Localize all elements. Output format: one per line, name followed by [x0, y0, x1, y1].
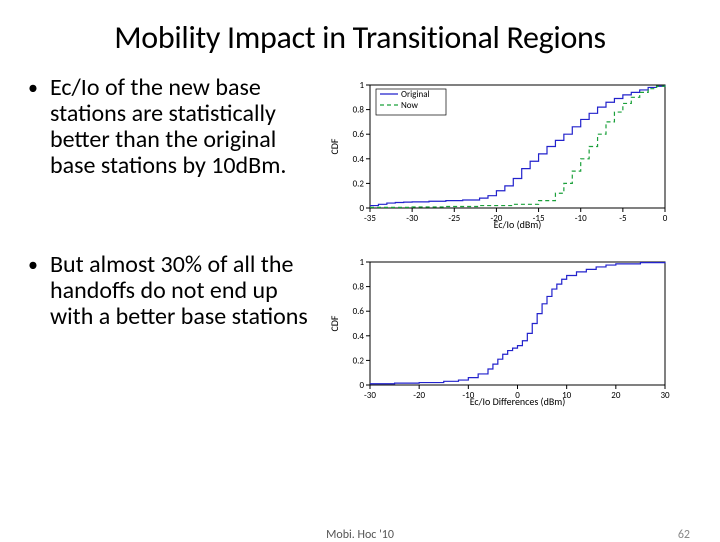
svg-text:CDF: CDF: [328, 138, 341, 154]
chart-1-container: -35-30-25-20-15-10-5000.20.40.60.81Ec/Io…: [328, 75, 692, 230]
cdf-chart-differences: -30-20-10010203000.20.40.60.81Ec/Io Diff…: [328, 252, 673, 407]
bullet-1-text: Ec/Io of the new base stations are stati…: [50, 75, 310, 179]
svg-text:-20: -20: [413, 390, 425, 401]
svg-text:30: 30: [660, 390, 670, 401]
row-2: • But almost 30% of all the handoffs do …: [28, 252, 692, 407]
svg-text:Ec/Io (dBm): Ec/Io (dBm): [494, 218, 542, 230]
svg-text:0: 0: [359, 380, 364, 391]
cdf-chart-ecio: -35-30-25-20-15-10-5000.20.40.60.81Ec/Io…: [328, 75, 673, 230]
svg-text:20: 20: [611, 390, 621, 401]
svg-text:Original: Original: [401, 89, 430, 100]
svg-text:Ec/Io Differences (dBm): Ec/Io Differences (dBm): [470, 395, 566, 407]
svg-text:0.6: 0.6: [353, 306, 365, 317]
svg-text:1: 1: [359, 257, 364, 268]
svg-text:0.6: 0.6: [353, 129, 365, 140]
svg-text:-30: -30: [364, 390, 376, 401]
bullet-2: • But almost 30% of all the handoffs do …: [28, 252, 328, 330]
svg-text:CDF: CDF: [328, 315, 341, 331]
svg-text:0.2: 0.2: [353, 355, 365, 366]
svg-text:0.4: 0.4: [353, 154, 365, 165]
slide: Mobility Impact in Transitional Regions …: [0, 0, 720, 540]
svg-text:0.2: 0.2: [353, 178, 365, 189]
svg-text:0: 0: [359, 203, 364, 214]
row-1: • Ec/Io of the new base stations are sta…: [28, 75, 692, 230]
svg-text:-10: -10: [575, 213, 587, 224]
svg-text:Now: Now: [401, 100, 419, 111]
svg-text:-5: -5: [619, 213, 627, 224]
bullet-marker-icon: •: [28, 252, 50, 330]
svg-text:0.8: 0.8: [353, 282, 365, 293]
svg-text:-30: -30: [406, 213, 418, 224]
svg-text:0: 0: [663, 213, 668, 224]
svg-text:-25: -25: [448, 213, 460, 224]
svg-text:0.4: 0.4: [353, 331, 365, 342]
svg-text:-35: -35: [364, 213, 376, 224]
bullet-1: • Ec/Io of the new base stations are sta…: [28, 75, 328, 179]
svg-text:0.8: 0.8: [353, 105, 365, 116]
svg-text:1: 1: [359, 80, 364, 91]
bullet-2-text: But almost 30% of all the handoffs do no…: [50, 252, 310, 330]
slide-title: Mobility Impact in Transitional Regions: [28, 18, 692, 57]
chart-2-container: -30-20-10010203000.20.40.60.81Ec/Io Diff…: [328, 252, 692, 407]
bullet-marker-icon: •: [28, 75, 50, 179]
